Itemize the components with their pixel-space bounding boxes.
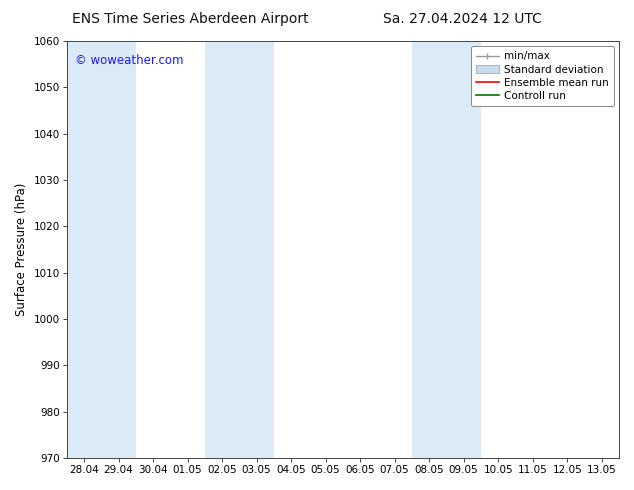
Bar bbox=[412, 41, 481, 458]
Bar bbox=[67, 41, 136, 458]
Y-axis label: Surface Pressure (hPa): Surface Pressure (hPa) bbox=[15, 183, 28, 316]
Text: Sa. 27.04.2024 12 UTC: Sa. 27.04.2024 12 UTC bbox=[384, 12, 542, 26]
Text: ENS Time Series Aberdeen Airport: ENS Time Series Aberdeen Airport bbox=[72, 12, 309, 26]
Legend: min/max, Standard deviation, Ensemble mean run, Controll run: min/max, Standard deviation, Ensemble me… bbox=[470, 46, 614, 106]
Text: © woweather.com: © woweather.com bbox=[75, 53, 183, 67]
Bar bbox=[205, 41, 274, 458]
